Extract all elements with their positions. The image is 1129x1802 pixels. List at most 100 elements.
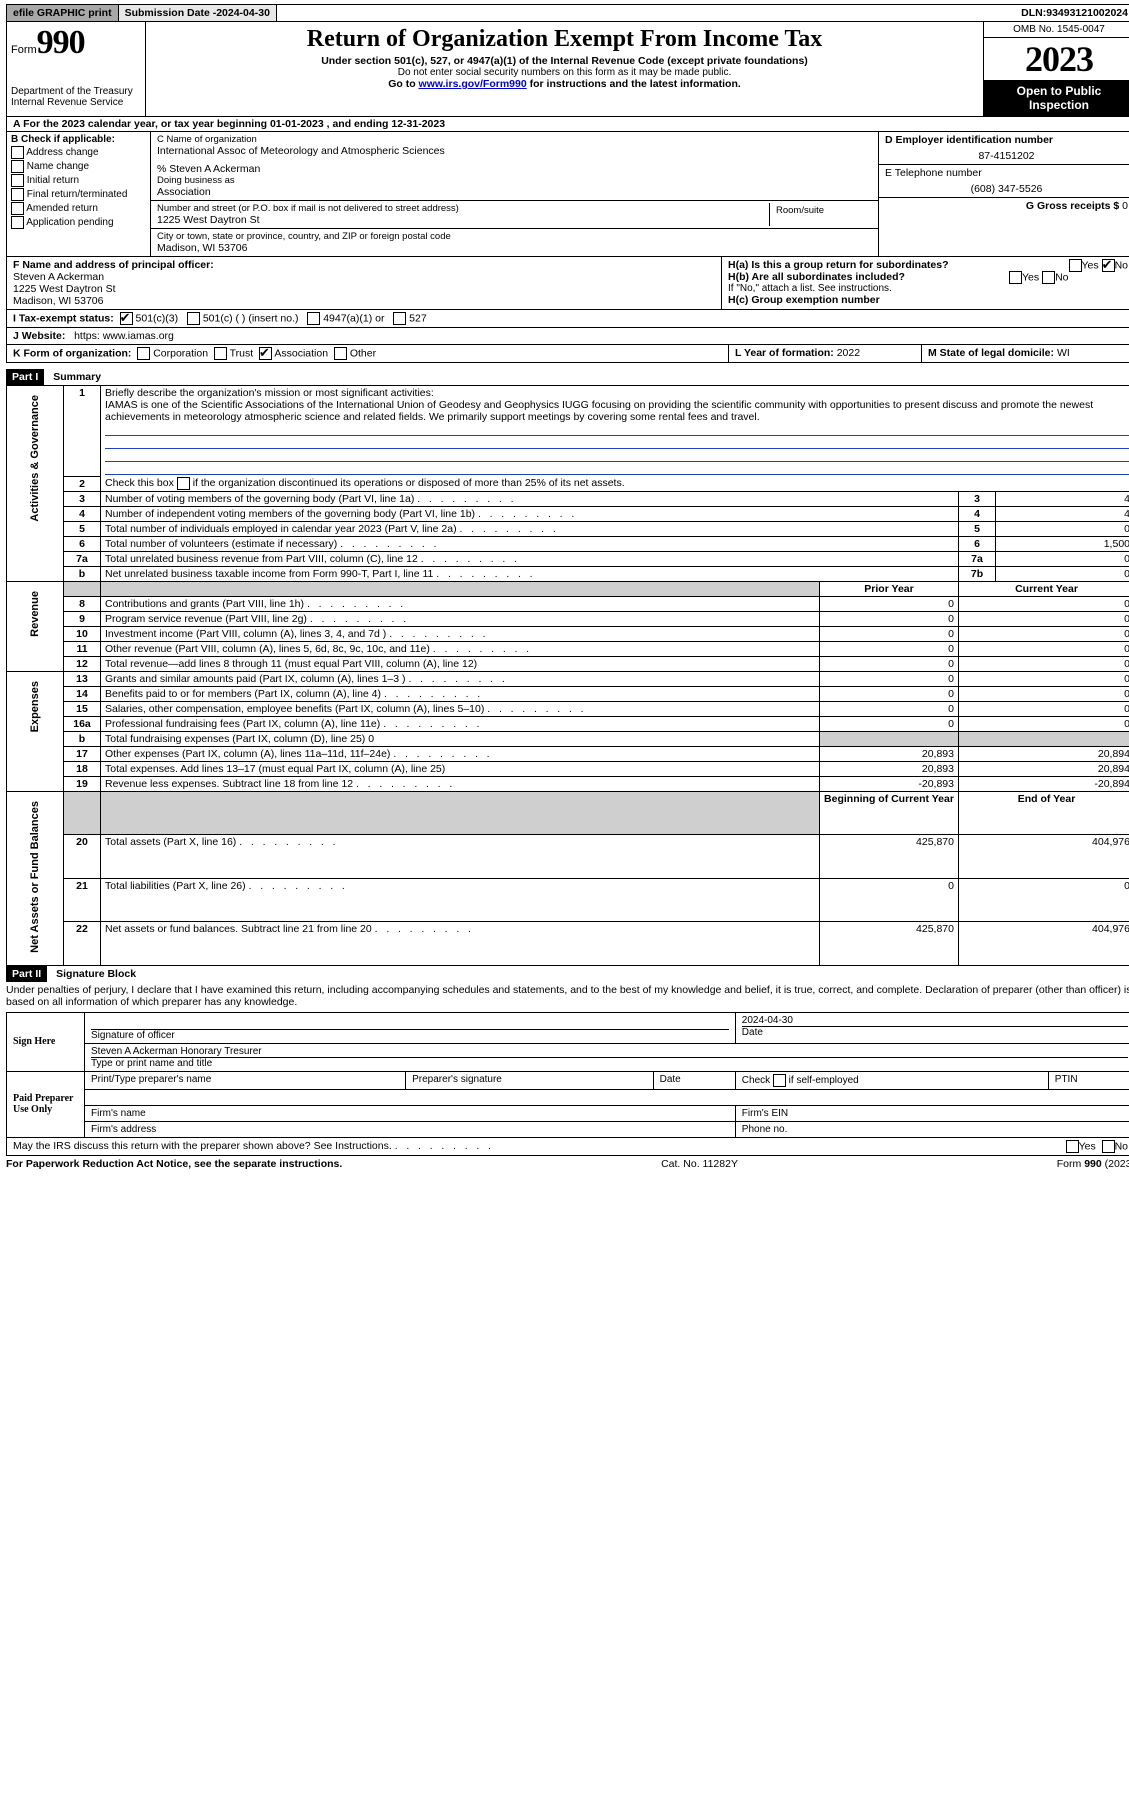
form-subtitle-1: Under section 501(c), 527, or 4947(a)(1)… bbox=[152, 55, 977, 67]
line-7b: bNet unrelated business taxable income f… bbox=[7, 567, 1129, 582]
firm-address-label: Firm's address bbox=[85, 1121, 736, 1137]
ein-label: D Employer identification number bbox=[885, 134, 1128, 146]
chk-trust[interactable] bbox=[214, 347, 227, 360]
line-18: 18Total expenses. Add lines 13–17 (must … bbox=[7, 762, 1129, 777]
line-20: 20Total assets (Part X, line 16)425,8704… bbox=[7, 835, 1129, 878]
line2-text: Check this box if the organization disco… bbox=[105, 477, 625, 489]
website-value: https: www.iamas.org bbox=[74, 330, 174, 342]
chk-self-employed[interactable] bbox=[773, 1074, 786, 1087]
chk-4947[interactable] bbox=[307, 312, 320, 325]
tax-exempt-label: I Tax-exempt status: bbox=[13, 312, 114, 324]
line-16a: 16aProfessional fundraising fees (Part I… bbox=[7, 717, 1129, 732]
line1-label: Briefly describe the organization's miss… bbox=[105, 387, 434, 399]
side-net-assets: Net Assets or Fund Balances bbox=[7, 792, 64, 966]
chk-initial-return[interactable]: Initial return bbox=[11, 174, 146, 187]
form-org-label: K Form of organization: bbox=[13, 347, 131, 359]
part-2-badge: Part II bbox=[6, 966, 47, 982]
footer-mid: Cat. No. 11282Y bbox=[661, 1158, 738, 1170]
preparer-sig-label: Preparer's signature bbox=[406, 1071, 653, 1089]
hdr-prior-year: Prior Year bbox=[820, 582, 959, 597]
submission-date: Submission Date - 2024-04-30 bbox=[119, 5, 277, 21]
preparer-date-label: Date bbox=[653, 1071, 735, 1089]
hb-no[interactable] bbox=[1042, 271, 1055, 284]
line-4: 4Number of independent voting members of… bbox=[7, 507, 1129, 522]
box-b: B Check if applicable: Address change Na… bbox=[7, 132, 151, 256]
chk-501c[interactable] bbox=[187, 312, 200, 325]
gross-receipts-value: 0 bbox=[1122, 200, 1128, 212]
sig-date-value: 2024-04-30 bbox=[742, 1015, 1128, 1027]
page-footer: For Paperwork Reduction Act Notice, see … bbox=[6, 1156, 1129, 1172]
dept-treasury: Department of the Treasury bbox=[11, 86, 141, 97]
instructions-link[interactable]: www.irs.gov/Form990 bbox=[419, 78, 527, 90]
row-m: M State of legal domicile: WI bbox=[921, 345, 1129, 362]
line-7a: 7aTotal unrelated business revenue from … bbox=[7, 552, 1129, 567]
phone-label: E Telephone number bbox=[885, 167, 1128, 179]
line-21: 21Total liabilities (Part X, line 26)00 bbox=[7, 878, 1129, 921]
part-2-title: Signature Block bbox=[50, 966, 142, 982]
form-subtitle-2: Do not enter social security numbers on … bbox=[152, 67, 977, 78]
footer-left: For Paperwork Reduction Act Notice, see … bbox=[6, 1158, 342, 1170]
part-1-header: Part I Summary bbox=[6, 369, 1129, 385]
hb-yes[interactable] bbox=[1009, 271, 1022, 284]
chk-amended-return[interactable]: Amended return bbox=[11, 202, 146, 215]
chk-other[interactable] bbox=[334, 347, 347, 360]
chk-address-change[interactable]: Address change bbox=[11, 146, 146, 159]
h-a-label: H(a) Is this a group return for subordin… bbox=[728, 259, 949, 271]
gross-receipts-label: G Gross receipts $ bbox=[1026, 200, 1122, 212]
ptin-label: PTIN bbox=[1048, 1071, 1129, 1089]
sign-here-label: Sign Here bbox=[7, 1012, 85, 1071]
form-header: Form990 Department of the Treasury Inter… bbox=[6, 22, 1129, 117]
row-k: K Form of organization: Corporation Trus… bbox=[7, 345, 728, 362]
dept-irs: Internal Revenue Service bbox=[11, 97, 141, 108]
may-irs-row: May the IRS discuss this return with the… bbox=[6, 1138, 1129, 1156]
line-3: 3Number of voting members of the governi… bbox=[7, 492, 1129, 507]
efile-button[interactable]: efile GRAPHIC print bbox=[7, 5, 119, 21]
row-a-pre: A For the 2023 calendar year, or tax yea… bbox=[13, 118, 270, 130]
line-8: 8Contributions and grants (Part VIII, li… bbox=[7, 597, 1129, 612]
chk-discontinued[interactable] bbox=[177, 477, 190, 490]
line-13: Expenses13Grants and similar amounts pai… bbox=[7, 672, 1129, 687]
omb-number: OMB No. 1545-0047 bbox=[984, 22, 1129, 38]
dln-label: DLN: bbox=[1021, 7, 1046, 19]
firm-name-label: Firm's name bbox=[85, 1105, 736, 1121]
side-governance: Activities & Governance bbox=[7, 386, 64, 582]
submission-date-value: 2024-04-30 bbox=[216, 7, 270, 19]
chk-501c3[interactable] bbox=[120, 312, 133, 325]
row-klm: K Form of organization: Corporation Trus… bbox=[6, 345, 1129, 363]
officer-city: Madison, WI 53706 bbox=[13, 295, 715, 307]
chk-name-change[interactable]: Name change bbox=[11, 160, 146, 173]
summary-table: Activities & Governance 1 Briefly descri… bbox=[6, 385, 1129, 966]
submission-date-label: Submission Date - bbox=[125, 7, 217, 19]
form-word: Form bbox=[11, 44, 37, 56]
officer-street: 1225 West Daytron St bbox=[13, 283, 715, 295]
row-i: I Tax-exempt status: 501(c)(3) 501(c) ( … bbox=[7, 310, 722, 327]
mission-text: IAMAS is one of the Scientific Associati… bbox=[105, 399, 1093, 423]
city-label: City or town, state or province, country… bbox=[157, 231, 872, 242]
chk-association[interactable] bbox=[259, 347, 272, 360]
chk-527[interactable] bbox=[393, 312, 406, 325]
form-title: Return of Organization Exempt From Incom… bbox=[152, 26, 977, 53]
line-10: 10Investment income (Part VIII, column (… bbox=[7, 627, 1129, 642]
ha-no[interactable] bbox=[1102, 259, 1115, 272]
form-subtitle-3: Go to www.irs.gov/Form990 for instructio… bbox=[152, 78, 977, 90]
box-d: D Employer identification number 87-4151… bbox=[878, 132, 1129, 256]
row-a-tax-year: A For the 2023 calendar year, or tax yea… bbox=[6, 117, 1129, 132]
chk-application-pending[interactable]: Application pending bbox=[11, 216, 146, 229]
row-j: J Website: https: www.iamas.org bbox=[7, 328, 722, 344]
line-19: 19Revenue less expenses. Subtract line 1… bbox=[7, 777, 1129, 792]
part-1-badge: Part I bbox=[6, 369, 44, 385]
side-expenses: Expenses bbox=[7, 672, 64, 792]
officer-label: F Name and address of principal officer: bbox=[13, 259, 715, 271]
may-irs-no[interactable] bbox=[1102, 1140, 1115, 1153]
may-irs-yes[interactable] bbox=[1066, 1140, 1079, 1153]
row-a-begin: 01-01-2023 bbox=[270, 118, 324, 130]
preparer-name-label: Print/Type preparer's name bbox=[85, 1071, 406, 1089]
city-value: Madison, WI 53706 bbox=[157, 242, 872, 254]
chk-final-return[interactable]: Final return/terminated bbox=[11, 188, 146, 201]
chk-corporation[interactable] bbox=[137, 347, 150, 360]
row-a-mid: , and ending bbox=[327, 118, 392, 130]
ha-yes[interactable] bbox=[1069, 259, 1082, 272]
tax-year: 2023 bbox=[984, 38, 1129, 80]
street-label: Number and street (or P.O. box if mail i… bbox=[157, 203, 769, 214]
line-6: 6Total number of volunteers (estimate if… bbox=[7, 537, 1129, 552]
